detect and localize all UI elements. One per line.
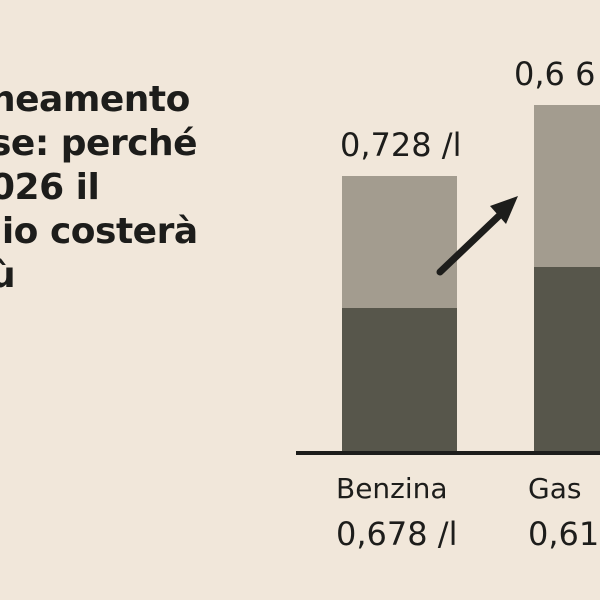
labels-group: 0,728 /l Benzina 0,678 /l 0,6 6 Gas 0,61 [336,55,599,553]
trend-arrow-head [490,196,518,224]
top-label-gas: 0,6 6 [514,55,595,93]
headline-line-1: neamento [0,79,190,120]
trend-arrow-icon [436,196,518,276]
base-value-label-benzina: 0,678 /l [336,515,457,553]
base-value-label-gas: 0,61 [528,515,599,553]
headline-line-3: 026 il [0,167,100,208]
category-label-benzina: Benzina [336,472,448,505]
trend-arrow-shaft [436,208,507,276]
bar-gas-increase [534,105,600,267]
headline-line-4: lio costerà [0,211,198,252]
bar-benzina-base [342,308,457,453]
headline-line-5: ù [0,255,16,296]
bar-gas-base [534,267,600,453]
headline: neamento se: perché 026 il lio costerà ù [0,78,280,298]
headline-line-2: se: perché [0,123,198,164]
bar-benzina-increase [342,176,457,308]
category-label-gas: Gas [528,472,581,505]
bars-group [342,105,600,453]
top-label-benzina: 0,728 /l [340,126,461,164]
